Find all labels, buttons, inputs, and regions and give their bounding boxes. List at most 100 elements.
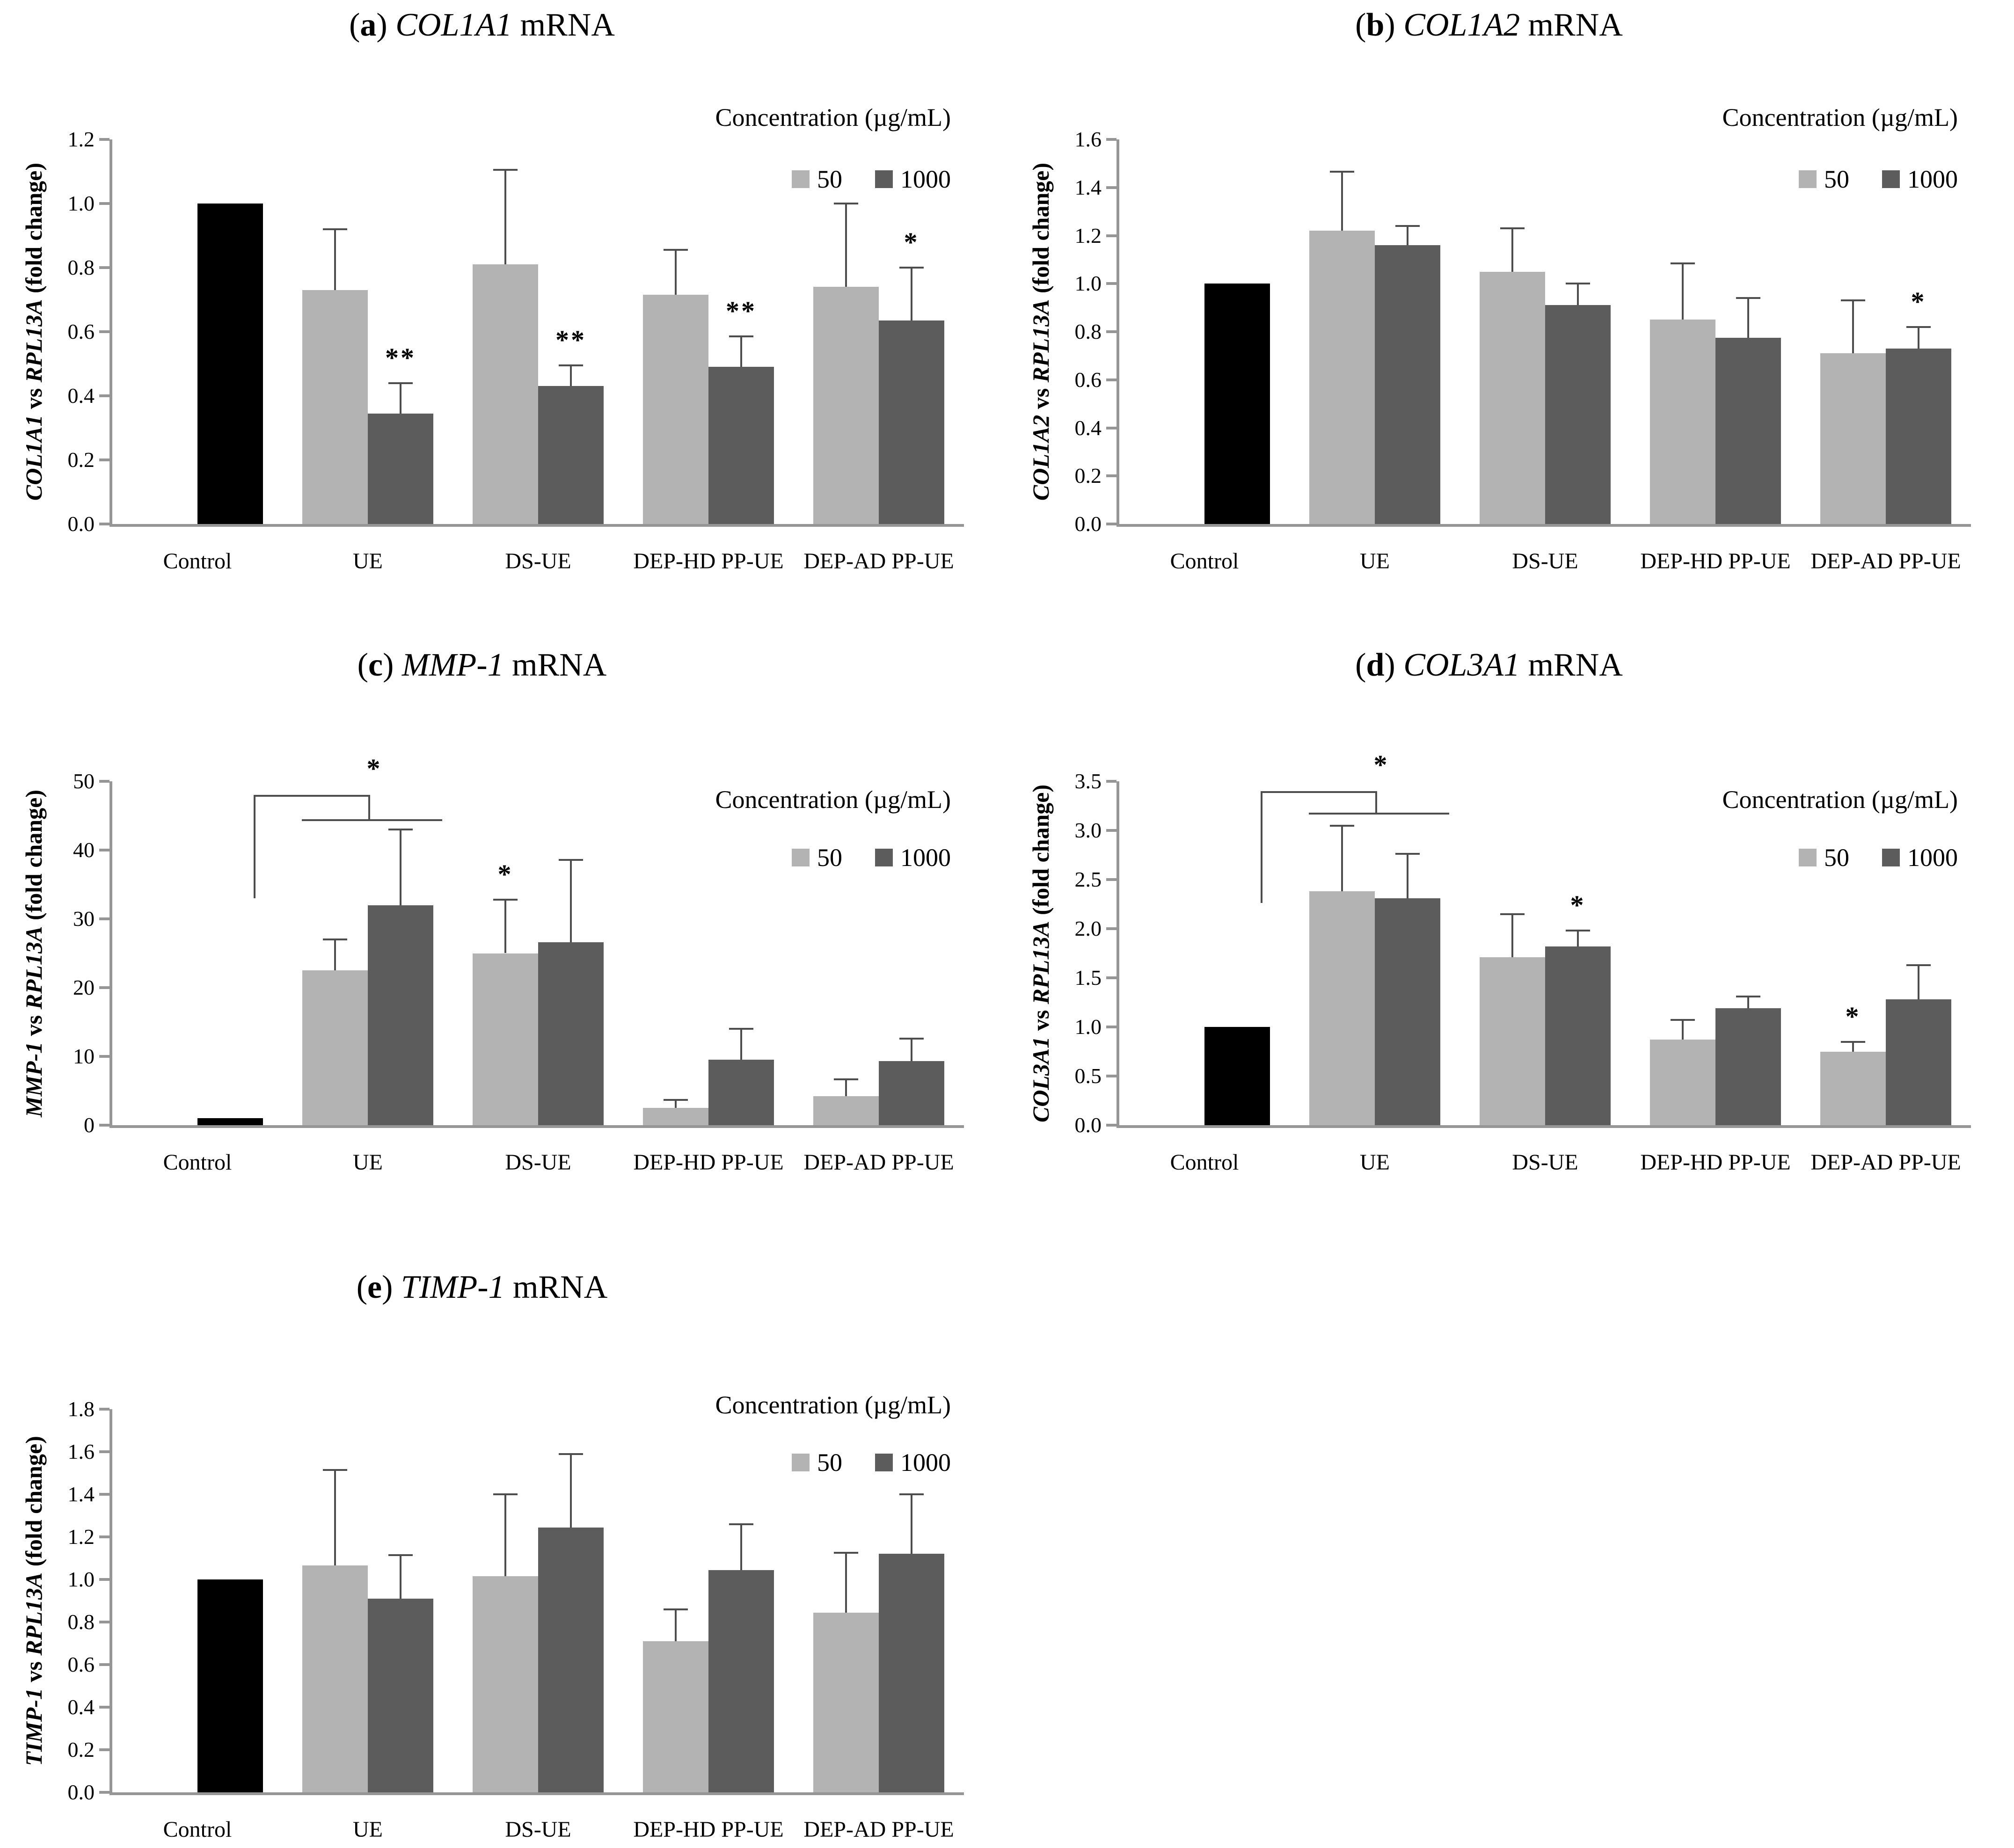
x-axis-line bbox=[109, 524, 964, 527]
legend-swatch-1000 bbox=[1882, 170, 1900, 188]
y-tick-mark bbox=[1106, 474, 1116, 478]
y-tick-mark bbox=[99, 202, 109, 205]
bar-DEP-AD PP-UE-s50 bbox=[1820, 1051, 1886, 1125]
y-tick-mark bbox=[1106, 1075, 1116, 1077]
y-tick-label: 0.0 bbox=[1074, 512, 1102, 536]
y-tick-label: 0.6 bbox=[1074, 367, 1102, 392]
x-category-label: Control bbox=[163, 1150, 232, 1175]
error-bar-line bbox=[675, 1099, 677, 1108]
x-axis-line bbox=[1116, 524, 1971, 527]
y-tick-mark bbox=[99, 1621, 109, 1623]
error-bar-cap bbox=[493, 1493, 518, 1495]
panel-title: (c) MMP-1 mRNA bbox=[357, 647, 607, 683]
bar-DEP-HD PP-UE-s50 bbox=[643, 1108, 708, 1125]
x-category-label: DEP-HD PP-UE bbox=[633, 1817, 784, 1842]
legend-label-50: 50 bbox=[817, 165, 842, 193]
error-bar-line bbox=[740, 1524, 742, 1570]
bar-DS-UE-s1000 bbox=[1545, 305, 1611, 524]
legend-label-1000: 1000 bbox=[900, 165, 951, 193]
bar-DS-UE-s50 bbox=[473, 953, 538, 1125]
y-tick-mark bbox=[99, 1706, 109, 1709]
error-bar-line bbox=[1682, 263, 1684, 320]
y-tick-label: 0 bbox=[84, 1113, 95, 1137]
bar-DS-UE-s1000 bbox=[538, 942, 604, 1125]
y-tick-label: 0.5 bbox=[1074, 1064, 1102, 1088]
error-bar-line bbox=[911, 268, 912, 321]
error-bar-cap bbox=[323, 939, 347, 941]
y-tick-label: 10 bbox=[73, 1044, 95, 1068]
y-tick-mark bbox=[1106, 878, 1116, 881]
y-tick-label: 2.5 bbox=[1074, 867, 1102, 891]
bracket-significance-star: * bbox=[1373, 749, 1389, 780]
y-tick-label: 1.4 bbox=[67, 1482, 95, 1506]
bar-DS-UE-s50 bbox=[1480, 957, 1545, 1125]
error-bar-cap bbox=[1395, 225, 1420, 227]
bar-DS-UE-s50 bbox=[473, 264, 538, 524]
y-tick-label: 0.0 bbox=[1074, 1113, 1102, 1137]
error-bar-line bbox=[504, 1494, 506, 1577]
y-tick-mark bbox=[99, 1578, 109, 1581]
error-bar-line bbox=[845, 1079, 847, 1097]
error-bar-cap bbox=[834, 1552, 858, 1554]
y-tick-label: 0.2 bbox=[67, 1738, 95, 1761]
x-category-label: UE bbox=[1360, 549, 1390, 574]
legend-label-50: 50 bbox=[1824, 844, 1849, 872]
error-bar-cap bbox=[388, 828, 413, 830]
y-tick-label: 1.0 bbox=[67, 1567, 95, 1591]
error-bar-cap bbox=[664, 1608, 688, 1610]
y-tick-mark bbox=[1106, 780, 1116, 783]
y-tick-label: 1.2 bbox=[1074, 223, 1102, 247]
bar-UE-s1000 bbox=[368, 905, 433, 1125]
y-tick-label: 30 bbox=[73, 907, 95, 931]
y-tick-mark bbox=[99, 138, 109, 141]
bar-DEP-AD PP-UE-s50 bbox=[1820, 353, 1886, 524]
y-tick-label: 0.8 bbox=[67, 255, 95, 279]
error-bar-line bbox=[845, 1553, 847, 1613]
bar-DEP-HD PP-UE-s50 bbox=[1650, 1040, 1715, 1125]
bar-UE-s1000 bbox=[1375, 898, 1440, 1125]
y-tick-mark bbox=[1106, 927, 1116, 930]
error-bar-cap bbox=[1500, 913, 1525, 915]
error-bar-line bbox=[1577, 284, 1579, 306]
legend-label-50: 50 bbox=[817, 1448, 842, 1477]
error-bar-cap bbox=[1330, 824, 1354, 827]
legend-swatch-50 bbox=[792, 170, 810, 188]
bar-UE-s50 bbox=[302, 290, 368, 524]
error-bar-line bbox=[1407, 226, 1408, 246]
error-bar-line bbox=[1511, 914, 1513, 957]
bracket-vertical-control bbox=[254, 795, 255, 898]
legend-title: Concentration (µg/mL) bbox=[1722, 786, 1958, 814]
y-tick-mark bbox=[99, 1055, 109, 1058]
significance-star: * bbox=[1845, 1001, 1861, 1032]
x-category-label: DEP-AD PP-UE bbox=[1810, 1150, 1961, 1175]
bar-DEP-HD PP-UE-s1000 bbox=[1715, 337, 1781, 524]
error-bar-line bbox=[1511, 228, 1513, 272]
significance-star: * bbox=[1570, 890, 1586, 921]
error-bar-line bbox=[1407, 854, 1408, 898]
error-bar-cap bbox=[1841, 1040, 1865, 1043]
y-tick-label: 0.2 bbox=[1074, 464, 1102, 488]
x-category-label: DEP-AD PP-UE bbox=[1810, 549, 1961, 574]
y-tick-mark bbox=[99, 1663, 109, 1666]
y-tick-mark bbox=[1106, 234, 1116, 237]
y-axis-line bbox=[109, 1409, 112, 1795]
y-tick-label: 1.2 bbox=[67, 1525, 95, 1549]
legend-swatch-1000 bbox=[875, 170, 893, 188]
y-tick-label: 1.6 bbox=[67, 1440, 95, 1463]
legend-label-1000: 1000 bbox=[1907, 165, 1958, 193]
bar-DEP-AD PP-UE-s1000 bbox=[879, 1554, 944, 1792]
y-tick-label: 40 bbox=[73, 838, 95, 862]
error-bar-line bbox=[1918, 327, 1919, 349]
bar-UE-s1000 bbox=[368, 413, 433, 524]
y-tick-mark bbox=[99, 523, 109, 525]
bar-DEP-HD PP-UE-s50 bbox=[643, 1641, 708, 1792]
x-category-label: DS-UE bbox=[1512, 549, 1578, 574]
y-tick-label: 1.5 bbox=[1074, 966, 1102, 989]
x-category-label: Control bbox=[1170, 1150, 1239, 1175]
bar-DEP-AD PP-UE-s1000 bbox=[879, 320, 944, 524]
error-bar-line bbox=[1747, 996, 1749, 1009]
y-tick-mark bbox=[99, 1124, 109, 1127]
bar-DS-UE-s1000 bbox=[538, 386, 604, 524]
legend: 50 1000 bbox=[1799, 165, 1958, 194]
legend: 50 1000 bbox=[792, 1448, 951, 1477]
